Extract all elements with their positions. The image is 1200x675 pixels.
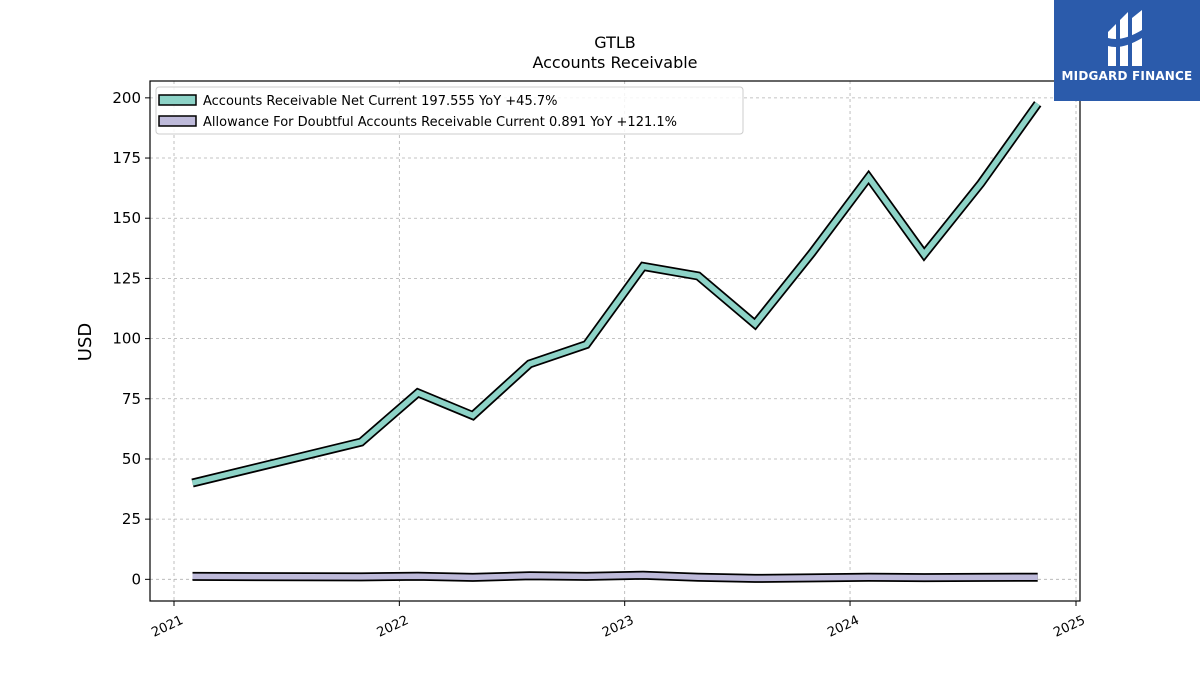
axis-layer: 0 25 50 75 100 125 150 175 200 2021 2022 2023 2024 20… <box>112 89 1087 641</box>
y-tick-label: 0 <box>131 570 141 588</box>
y-tick-label: 175 <box>112 149 141 167</box>
series-layer <box>191 101 1042 583</box>
chart-title: GTLB <box>594 33 636 52</box>
x-tick-label: 2024 <box>825 613 861 641</box>
series-line-1 <box>192 572 1038 582</box>
y-tick-label: 200 <box>112 89 141 107</box>
y-tick-label: 25 <box>122 510 141 528</box>
x-tick-label: 2022 <box>375 613 411 641</box>
legend: Accounts Receivable Net Current 197.555 … <box>155 86 744 135</box>
legend-label-0: Accounts Receivable Net Current 197.555 … <box>203 94 558 109</box>
series-outline-0 <box>191 101 1042 488</box>
y-axis-label: USD <box>75 323 96 361</box>
logo-mark-icon <box>1108 10 1142 66</box>
series-line-0 <box>191 102 1040 486</box>
plot-frame <box>149 80 1081 602</box>
x-tick-label: 2025 <box>1051 613 1087 641</box>
y-tick-label: 100 <box>112 330 141 348</box>
midgard-finance-logo: MIDGARD FINANCE <box>1054 0 1200 101</box>
logo-text: MIDGARD FINANCE <box>1061 69 1193 83</box>
chart-subtitle: Accounts Receivable <box>532 53 697 72</box>
x-tick-label: 2023 <box>600 613 636 641</box>
grid-layer <box>150 81 1080 601</box>
y-tick-label: 75 <box>122 390 141 408</box>
y-tick-label: 50 <box>122 450 141 468</box>
legend-swatch-0 <box>158 94 197 106</box>
y-tick-label: 150 <box>112 209 141 227</box>
legend-label-1: Allowance For Doubtful Accounts Receivab… <box>203 115 677 130</box>
x-tick-label: 2021 <box>149 613 185 641</box>
legend-swatch-1 <box>158 115 197 127</box>
legend-box <box>155 86 744 135</box>
y-tick-label: 125 <box>112 269 141 287</box>
